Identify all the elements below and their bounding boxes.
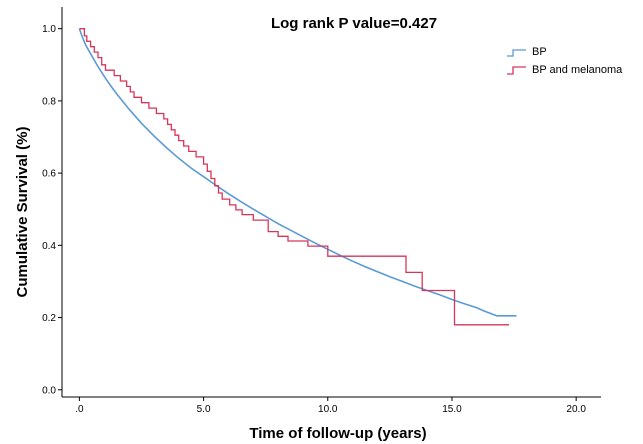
axes <box>61 7 601 398</box>
x-tick-label: 20.0 <box>566 404 586 415</box>
x-tick-label: 15.0 <box>442 404 462 415</box>
y-tick-label: 0.2 <box>42 313 56 324</box>
y-tick-label: 0.8 <box>42 96 56 107</box>
y-tick-label: 0.6 <box>42 169 56 180</box>
y-axis-title: Cumulative Survival (%) <box>14 127 31 298</box>
y-tick-label: 0.0 <box>42 385 56 396</box>
y-ticks: 0.0 0.2 0.4 0.6 0.8 1.0 <box>42 24 62 396</box>
x-axis-title: Time of follow-up (years) <box>249 425 426 442</box>
series-line-bp-and-melanoma <box>79 28 510 326</box>
legend-item-bp-and-melanoma: BP and melanoma <box>507 64 623 76</box>
legend: BP BP and melanoma <box>507 46 623 76</box>
chart-title: Log rank P value=0.427 <box>271 15 437 32</box>
x-ticks: .0 5.0 10.0 15.0 20.0 <box>75 397 586 415</box>
y-tick-label: 0.4 <box>42 241 56 252</box>
legend-swatch-bp-and-melanoma <box>507 66 526 75</box>
x-tick-label: 5.0 <box>197 404 211 415</box>
y-tick-label: 1.0 <box>42 24 56 35</box>
series-layer <box>78 28 517 326</box>
legend-swatch-bp <box>507 49 526 57</box>
legend-item-bp: BP <box>507 46 547 58</box>
series-line-bp <box>78 28 517 317</box>
x-tick-label: 10.0 <box>318 404 338 415</box>
x-tick-label: .0 <box>75 404 84 415</box>
legend-label-bp: BP <box>532 46 547 58</box>
legend-label-bp-and-melanoma: BP and melanoma <box>532 64 623 76</box>
